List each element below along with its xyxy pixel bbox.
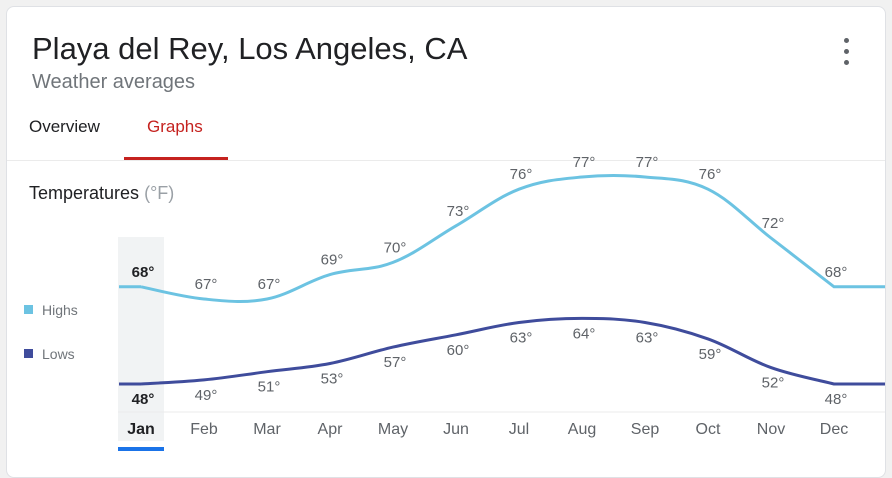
highs-data-label: 76° xyxy=(510,166,533,183)
lows-data-label: 49° xyxy=(195,387,218,404)
legend-lows-label: Lows xyxy=(42,346,75,362)
highs-data-label: 70° xyxy=(384,239,407,256)
tab-graphs[interactable]: Graphs xyxy=(147,117,203,136)
lows-data-label: 63° xyxy=(510,330,533,347)
highs-data-label: 68° xyxy=(132,264,155,281)
x-tick-label[interactable]: Jul xyxy=(509,421,529,438)
lows-data-label: 53° xyxy=(321,371,344,388)
page-subtitle: Weather averages xyxy=(32,71,196,93)
page-title: Playa del Rey, Los Angeles, CA xyxy=(32,31,468,66)
section-unit: (°F) xyxy=(144,183,175,203)
highs-data-label: 72° xyxy=(762,215,785,232)
lows-data-label: 51° xyxy=(258,379,281,396)
lows-data-label: 64° xyxy=(573,325,596,342)
x-tick-label[interactable]: Aug xyxy=(568,421,596,438)
more-vert-icon[interactable] xyxy=(831,35,861,69)
x-tick-label[interactable]: Nov xyxy=(757,421,785,438)
lows-data-label: 52° xyxy=(762,375,785,392)
temperature-chart[interactable]: 68° 48° Jan 67° 49° Feb 67° 51° Mar 69° 53° Apr 70° 5… xyxy=(7,7,885,456)
highs-data-label: 73° xyxy=(447,203,470,220)
tab-divider xyxy=(7,160,885,161)
x-tick-label[interactable]: Jun xyxy=(443,421,469,438)
legend-lows-swatch xyxy=(24,349,33,358)
highs-data-label: 69° xyxy=(321,252,344,269)
lows-data-label: 48° xyxy=(132,391,155,408)
section-title: Temperatures (°F) xyxy=(29,183,174,204)
legend-highs: Highs xyxy=(24,302,78,318)
section-title-text: Temperatures xyxy=(29,183,140,203)
highs-data-label: 67° xyxy=(195,276,218,293)
highs-data-label: 76° xyxy=(699,166,722,183)
lows-data-label: 59° xyxy=(699,346,722,363)
lows-data-label: 63° xyxy=(636,330,659,347)
lows-data-label: 48° xyxy=(825,391,848,408)
highs-data-label: 77° xyxy=(636,154,659,171)
weather-card: Playa del Rey, Los Angeles, CA Weather a… xyxy=(6,6,886,478)
x-tick-label[interactable]: Feb xyxy=(190,421,218,438)
lows-series-line xyxy=(140,316,885,386)
selected-month-highlight xyxy=(118,237,164,441)
legend-highs-label: Highs xyxy=(42,302,78,318)
x-tick-label[interactable]: Apr xyxy=(318,421,344,438)
x-tick-label[interactable]: May xyxy=(378,421,408,438)
highs-data-label: 68° xyxy=(825,264,848,281)
tab-overview[interactable]: Overview xyxy=(29,117,100,136)
highs-data-label: 77° xyxy=(573,154,596,171)
selected-month-indicator xyxy=(118,447,164,451)
x-tick-label[interactable]: Oct xyxy=(696,421,721,438)
lows-data-label: 57° xyxy=(384,354,407,371)
lows-data-label: 60° xyxy=(447,342,470,359)
highs-data-label: 67° xyxy=(258,276,281,293)
x-tick-label[interactable]: Jan xyxy=(127,421,155,438)
x-tick-label[interactable]: Mar xyxy=(253,421,281,438)
legend-lows: Lows xyxy=(24,346,75,362)
x-tick-label[interactable]: Sep xyxy=(631,421,660,438)
legend-highs-swatch xyxy=(24,305,33,314)
active-tab-indicator xyxy=(124,157,228,160)
highs-series-line xyxy=(140,173,885,304)
x-tick-label[interactable]: Dec xyxy=(820,421,848,438)
